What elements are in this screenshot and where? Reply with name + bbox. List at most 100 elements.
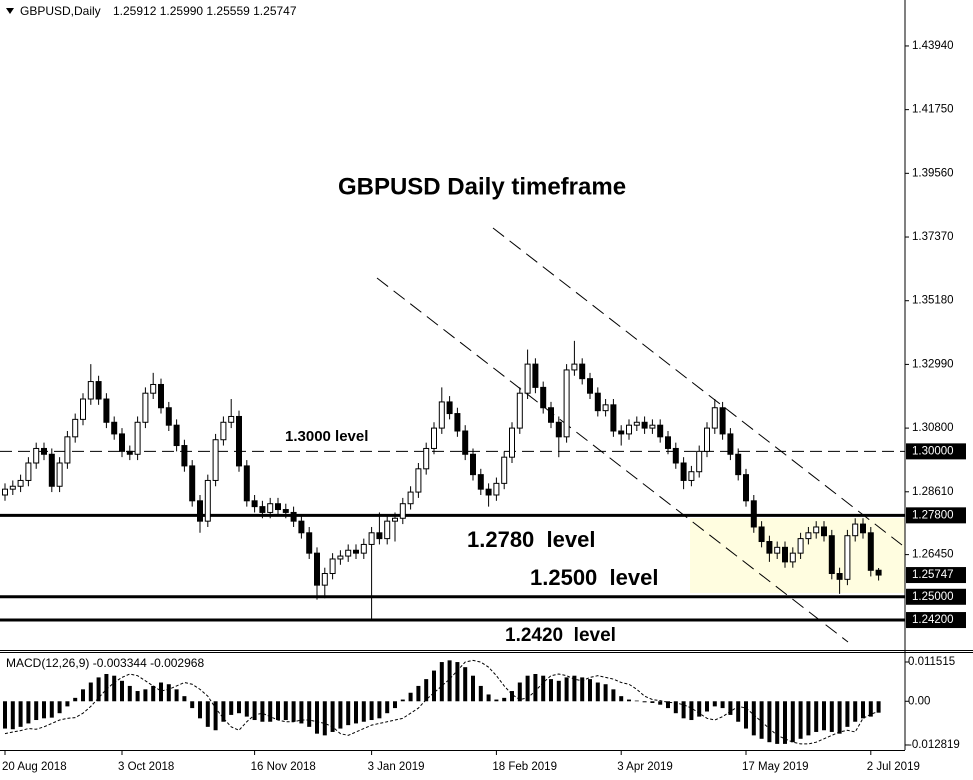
candle-body xyxy=(633,421,640,426)
macd-bar xyxy=(252,701,257,721)
candle-body xyxy=(509,427,515,458)
candle-body xyxy=(852,523,859,537)
candle-body xyxy=(150,383,157,394)
candle-body xyxy=(727,433,734,455)
candle-body xyxy=(446,401,453,415)
macd-bar xyxy=(517,682,522,702)
candle-body xyxy=(657,424,664,438)
candle-body xyxy=(680,462,687,481)
macd-bar xyxy=(34,701,39,721)
macd-bar xyxy=(829,701,834,732)
y-tick-label: 1.43940 xyxy=(912,40,954,52)
macd-bar xyxy=(385,701,390,714)
macd-bar xyxy=(377,701,382,719)
candle-body xyxy=(134,421,141,455)
candle-body xyxy=(87,381,94,400)
macd-bar xyxy=(354,701,358,724)
macd-bar xyxy=(81,689,85,702)
macd-header: MACD(12,26,9) -0.003344 -0.002968 xyxy=(6,656,204,670)
level-annotation: 1.2420 level xyxy=(505,625,616,646)
macd-bar xyxy=(221,701,226,722)
macd-bar xyxy=(767,701,772,743)
candle-body xyxy=(243,465,250,502)
candle-body xyxy=(665,436,671,449)
macd-bar xyxy=(837,701,842,734)
candle-body xyxy=(672,447,679,464)
candle-body xyxy=(306,532,313,554)
macd-bar xyxy=(853,701,858,722)
macd-bar xyxy=(494,699,499,702)
level-price-box xyxy=(906,507,966,524)
candle-body xyxy=(477,474,484,490)
candle-body xyxy=(392,517,398,522)
macd-bar xyxy=(666,701,670,709)
x-tick-label: 20 Aug 2018 xyxy=(2,761,67,773)
macd-bar xyxy=(330,701,335,732)
ohlc-values: 1.25912 1.25990 1.25559 1.25747 xyxy=(113,4,297,18)
macd-bar xyxy=(447,660,452,702)
macd-bar xyxy=(361,701,366,722)
macd-bar xyxy=(658,701,663,705)
candle-body xyxy=(610,404,617,432)
macd-bar xyxy=(564,677,569,702)
level-annotation: 1.2780 level xyxy=(467,527,595,552)
macd-bar xyxy=(720,701,725,709)
macd-bar xyxy=(861,701,865,719)
macd-bar xyxy=(533,673,538,702)
macd-bar xyxy=(143,689,148,702)
trend-line xyxy=(492,227,903,546)
macd-bar xyxy=(307,701,312,727)
y-tick-label: 1.39560 xyxy=(912,167,954,179)
macd-bar xyxy=(814,701,819,732)
macd-bar xyxy=(291,701,296,722)
y-tick-label: 1.30800 xyxy=(912,422,954,434)
macd-bar xyxy=(595,682,600,702)
candle-body xyxy=(532,363,539,388)
menu-arrow[interactable] xyxy=(6,8,14,14)
macd-bar xyxy=(681,701,686,719)
macd-bar xyxy=(775,701,780,744)
candle-body xyxy=(384,520,391,540)
candle-body xyxy=(360,543,367,554)
candle-body xyxy=(314,552,320,586)
candle-body xyxy=(189,465,196,502)
macd-bar xyxy=(759,701,764,739)
candle-body xyxy=(454,413,461,432)
candle-body xyxy=(165,407,172,426)
macd-bar xyxy=(369,701,374,721)
macd-bar xyxy=(689,701,694,721)
macd-bar xyxy=(18,701,23,727)
macd-bar xyxy=(868,701,873,717)
macd-bar xyxy=(159,682,163,702)
candle-body xyxy=(290,511,297,522)
candle-body xyxy=(626,424,632,435)
macd-bar xyxy=(213,701,218,731)
macd-bar xyxy=(751,701,756,736)
candle-body xyxy=(25,462,32,481)
candle-body xyxy=(41,447,47,455)
candle-body xyxy=(797,538,804,554)
candle-body xyxy=(641,421,648,429)
candle-body xyxy=(275,503,281,511)
candle-body xyxy=(337,555,344,560)
current-price-label: 1.25747 xyxy=(912,569,954,581)
candle-body xyxy=(555,421,562,438)
macd-bar xyxy=(736,701,741,722)
candle-body xyxy=(72,418,79,438)
candle-body xyxy=(56,462,63,487)
candle-body xyxy=(711,407,718,429)
macd-bar xyxy=(299,701,304,724)
macd-bar xyxy=(650,701,655,703)
candle-body xyxy=(126,450,133,455)
candle-body xyxy=(602,404,609,412)
macd-bar xyxy=(705,701,709,712)
chart-title: GBPUSD Daily timeframe xyxy=(338,173,626,200)
macd-bar xyxy=(400,699,405,702)
macd-bar xyxy=(619,696,624,702)
candle-body xyxy=(259,506,266,513)
candle-body xyxy=(789,552,796,563)
macd-bar xyxy=(697,701,702,717)
candle-body xyxy=(431,427,437,449)
x-tick-label: 18 Feb 2019 xyxy=(492,761,557,773)
x-tick-label: 3 Apr 2019 xyxy=(617,761,673,773)
